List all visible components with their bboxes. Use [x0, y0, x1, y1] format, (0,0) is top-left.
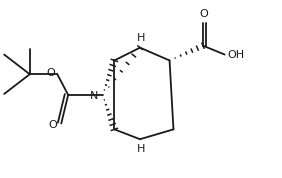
- Text: N: N: [90, 91, 99, 101]
- Text: OH: OH: [228, 49, 245, 60]
- Text: H: H: [137, 33, 145, 43]
- Text: H: H: [137, 144, 145, 154]
- Text: O: O: [200, 9, 208, 19]
- Text: O: O: [49, 121, 57, 130]
- Text: O: O: [47, 68, 55, 78]
